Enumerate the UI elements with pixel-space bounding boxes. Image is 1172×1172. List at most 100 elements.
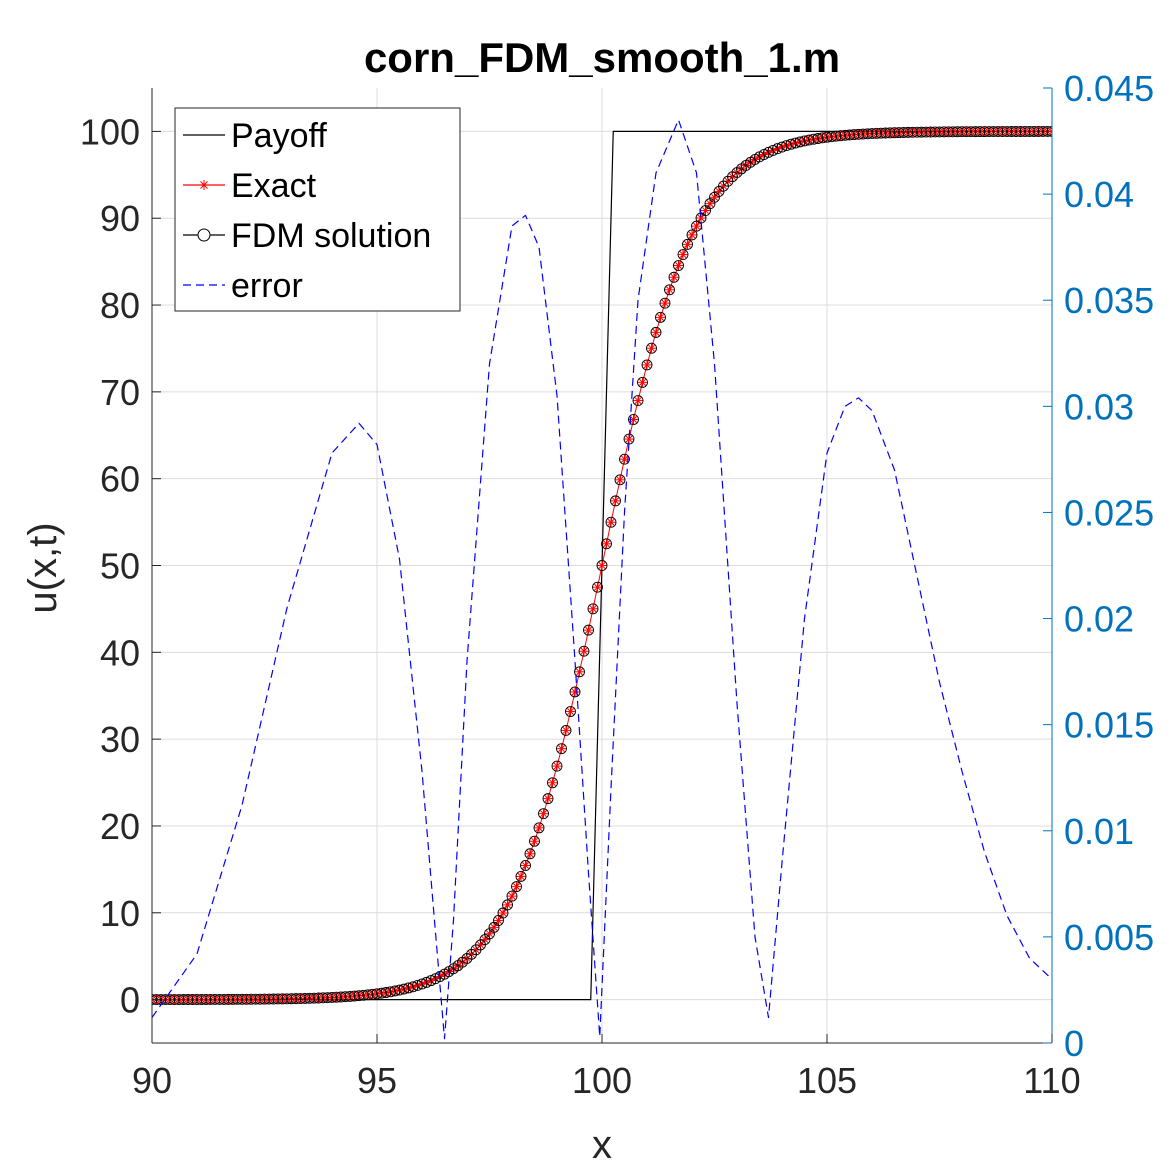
exact-star-d2	[368, 990, 377, 998]
fdm-point	[992, 126, 1004, 137]
exact-star-d2	[652, 328, 660, 336]
fdm-point	[515, 870, 527, 882]
fdm-point	[875, 127, 887, 139]
x-axis-label: x	[592, 1123, 612, 1167]
fdm-point	[614, 474, 626, 486]
exact-star-d2	[584, 626, 593, 634]
fdm-point	[362, 989, 374, 1001]
fdm-point	[506, 890, 518, 902]
fdm-point	[979, 126, 990, 138]
exact-star-d2	[454, 962, 462, 970]
fdm-point	[889, 127, 900, 139]
fdm-point	[173, 994, 185, 1005]
exact-point	[674, 261, 683, 271]
exact-star-d2	[647, 344, 656, 352]
fdm-point	[893, 127, 905, 139]
fdm-point	[304, 992, 315, 1004]
exact-star-d2	[638, 378, 647, 386]
exact-point	[660, 298, 670, 308]
plot-area	[152, 119, 1052, 1040]
legend-item: Payoff	[183, 117, 327, 155]
exact-point	[494, 915, 503, 925]
fdm-point	[916, 126, 927, 138]
exact-star-d1	[1048, 127, 1052, 133]
fdm-point	[655, 311, 666, 323]
fdm-point	[232, 993, 243, 1005]
y2-tick-label: 0.02	[1064, 599, 1134, 640]
y-tick-label: 0	[120, 980, 140, 1021]
fdm-point	[884, 127, 896, 139]
exact-star-d2	[458, 958, 467, 966]
exact-star-d2	[377, 989, 386, 997]
x-tick-label: 100	[572, 1060, 632, 1101]
exact-point	[656, 312, 665, 322]
exact-star-d2	[580, 647, 588, 655]
exact-point	[678, 250, 688, 260]
exact-point	[611, 496, 620, 506]
fdm-point	[628, 414, 639, 425]
fdm-point	[880, 127, 891, 139]
fdm-point	[1001, 126, 1013, 137]
legend-star-d2	[200, 181, 208, 189]
fdm-point	[862, 128, 873, 140]
fdm-point	[178, 994, 189, 1005]
legend-label: Payoff	[231, 117, 327, 155]
fdm-point	[1046, 126, 1052, 137]
fdm-point	[668, 271, 680, 283]
legend-item: error	[183, 267, 303, 305]
fdm-point	[1015, 126, 1026, 137]
exact-point	[687, 230, 697, 240]
fdm-point	[542, 793, 554, 805]
fdm-point	[533, 822, 545, 834]
exact-star-d2	[737, 165, 746, 173]
fdm-point	[209, 993, 221, 1005]
fdm-point	[272, 993, 284, 1005]
exact-point	[584, 625, 593, 635]
exact-star-d2	[589, 605, 597, 613]
y-tick-label: 10	[100, 893, 140, 934]
fdm-point	[538, 808, 549, 820]
fdm-point	[583, 624, 594, 636]
fdm-point	[965, 126, 977, 138]
legend-label: FDM solution	[231, 217, 431, 255]
fdm-point	[1037, 126, 1049, 137]
x-tick-label: 110	[1023, 1060, 1080, 1101]
x-tick-label: 95	[357, 1060, 397, 1101]
exact-star-d2	[692, 222, 701, 230]
fdm-point	[497, 907, 509, 919]
fdm-point	[812, 133, 824, 144]
fdm-point	[277, 993, 288, 1005]
fdm-point	[817, 132, 828, 144]
exact-star-d2	[521, 861, 530, 869]
exact-star-d2	[679, 251, 687, 259]
fdm-point	[389, 985, 401, 997]
fdm-point	[200, 994, 212, 1005]
exact-star-d2	[643, 361, 651, 369]
exact-point	[525, 849, 535, 859]
exact-point	[512, 882, 521, 892]
exact-point	[638, 377, 647, 387]
fdm-point	[911, 126, 923, 138]
fdm-point	[268, 993, 279, 1005]
exact-series	[152, 126, 1052, 1005]
fdm-point	[1024, 126, 1035, 137]
exact-point	[579, 646, 589, 656]
fdm-point	[385, 986, 396, 998]
fdm-point	[502, 899, 513, 911]
exact-point	[552, 761, 562, 771]
exact-star-d2	[508, 892, 516, 900]
fdm-point	[938, 126, 950, 138]
fdm-point	[997, 126, 1008, 137]
fdm-point	[673, 260, 684, 271]
exact-point	[669, 272, 679, 282]
fdm-point	[286, 993, 297, 1005]
y2-tick-label: 0.015	[1064, 705, 1154, 746]
fdm-point	[578, 645, 590, 657]
exact-star-d2	[620, 455, 629, 463]
fdm-point	[574, 666, 585, 678]
exact-point	[633, 396, 643, 406]
exact-star-d2	[526, 850, 534, 858]
exact-star-d2	[562, 726, 570, 734]
fdm-point	[722, 175, 734, 187]
